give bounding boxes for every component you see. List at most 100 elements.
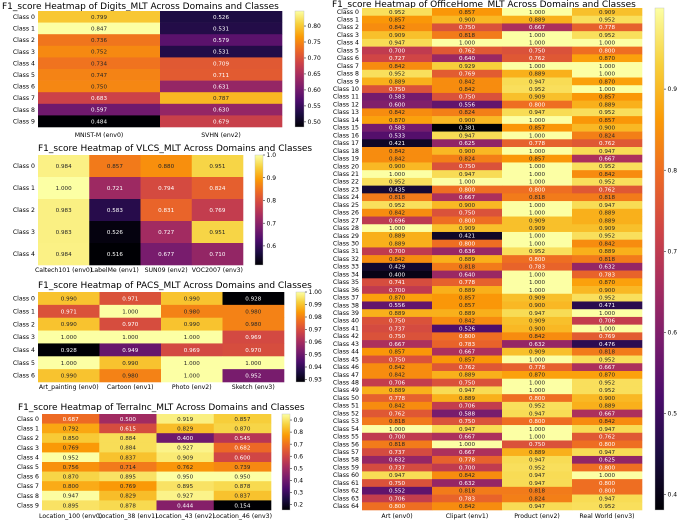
cell-value-label: 0.800 (459, 241, 475, 247)
cell-value-label: 0.927 (177, 494, 193, 500)
heatmap-cell (362, 409, 433, 418)
row-label: Class 6 (13, 373, 35, 380)
heatmap-cell (432, 355, 503, 364)
cell-value-label: 0.778 (529, 141, 545, 147)
heatmap-cell (362, 255, 433, 264)
heatmap-cell (362, 46, 433, 55)
row-label: Class 4 (337, 40, 359, 47)
cell-value-label: 0.980 (245, 309, 261, 315)
cell-value-label: 0.895 (177, 484, 193, 490)
cell-value-label: 0.762 (459, 365, 475, 371)
heatmap-cell (432, 8, 503, 17)
heatmap-cell (362, 69, 433, 78)
heatmap-cell (89, 221, 141, 244)
cell-value-label: 0.847 (91, 27, 107, 33)
heatmap-cell (362, 147, 433, 156)
cell-value-label: 0.800 (599, 48, 615, 54)
row-label: Class 0 (13, 296, 35, 303)
cell-value-label: 0.857 (459, 296, 475, 302)
cell-value-label: 1.000 (529, 172, 545, 178)
heatmap-cell (502, 23, 573, 32)
row-label: Class 42 (333, 333, 359, 340)
row-label: Class 17 (333, 140, 359, 147)
row-label: Class 5 (337, 47, 359, 54)
cell-value-label: 0.857 (599, 118, 615, 124)
cell-value-label: 0.679 (213, 119, 229, 125)
colorbar-tick-label: 0.94 (309, 364, 323, 371)
cell-value-label: 1.000 (184, 361, 200, 367)
cell-value-label: 0.952 (389, 180, 405, 186)
heatmap-cell (38, 80, 161, 93)
row-label: Class 3 (13, 229, 35, 236)
heatmap-cell (161, 317, 223, 331)
heatmap-cell (572, 409, 643, 418)
cell-value-label: 0.778 (459, 280, 475, 286)
cell-value-label: 0.818 (389, 442, 405, 448)
colorbar-tick-label: 0.6 (267, 243, 277, 250)
row-label: Class 15 (333, 125, 359, 132)
colorbar-tick-label: 0.3 (294, 489, 304, 496)
cell-value-label: 0.947 (459, 133, 475, 139)
cell-value-label: 0.842 (389, 25, 405, 31)
cell-value-label: 0.889 (389, 241, 405, 247)
heatmap-cell (572, 224, 643, 233)
row-label: Class 26 (333, 210, 359, 217)
cell-value-label: 0.952 (599, 380, 615, 386)
cell-value-label: 0.750 (529, 48, 545, 54)
cell-value-label: 0.983 (56, 230, 72, 236)
row-label: Class 64 (333, 503, 359, 510)
cell-value-label: 0.700 (459, 465, 475, 471)
row-label: Class 38 (333, 302, 359, 309)
heatmap-cell (362, 270, 433, 279)
row-label: Class 16 (333, 132, 359, 139)
cell-value-label: 0.884 (120, 446, 136, 452)
heatmap-cell (38, 103, 161, 116)
heatmap-cell (502, 309, 573, 318)
cell-value-label: 0.889 (599, 249, 615, 255)
heatmap-cell (502, 255, 573, 264)
cell-value-label: 0.909 (529, 350, 545, 356)
heatmap-cell (572, 38, 643, 47)
cell-value-label: 0.842 (389, 373, 405, 379)
cell-value-label: 0.971 (61, 309, 77, 315)
heatmap-cell (160, 11, 283, 23)
heatmap-cell (38, 11, 161, 23)
row-label: Class 2 (13, 207, 35, 214)
heatmap-cell (156, 471, 215, 482)
heatmap-cell (99, 343, 162, 357)
cell-value-label: 0.769 (209, 208, 225, 214)
heatmap-cell (362, 293, 433, 302)
cell-value-label: 0.842 (529, 334, 545, 340)
colorbar-tick-label: 0.5 (294, 465, 304, 472)
heatmap-cell (362, 154, 433, 163)
cell-value-label: 0.842 (389, 404, 405, 410)
cell-value-label: 0.750 (389, 481, 405, 487)
cell-value-label: 0.889 (599, 404, 615, 410)
cell-value-label: 0.667 (529, 25, 545, 31)
cell-value-label: 0.889 (389, 388, 405, 394)
cell-value-label: 0.952 (599, 357, 615, 363)
cell-value-label: 0.583 (389, 95, 405, 101)
heatmap-cell (502, 15, 573, 24)
column-label: Location_46 (env3) (213, 513, 272, 520)
heatmap-cell (502, 131, 573, 140)
cell-value-label: 0.928 (61, 348, 77, 354)
colorbar (294, 10, 305, 128)
heatmap-cell (432, 147, 503, 156)
chart-title: F1_score Heatmap of Digits_MLT Across Do… (2, 2, 279, 12)
row-label: Class 45 (333, 356, 359, 363)
cell-value-label: 0.878 (120, 503, 136, 509)
heatmap-cell (362, 31, 433, 40)
heatmap-cell (38, 330, 100, 344)
cell-value-label: 0.683 (91, 96, 107, 102)
heatmap-cell (572, 116, 643, 125)
cell-value-label: 0.706 (599, 319, 615, 325)
row-label: Class 9 (337, 78, 359, 85)
cell-value-label: 0.947 (529, 481, 545, 487)
heatmap-cell (432, 116, 503, 125)
heatmap-cell (572, 208, 643, 217)
cell-value-label: 0.829 (120, 494, 136, 500)
heatmap-cell (572, 46, 643, 55)
cell-value-label: 0.947 (459, 427, 475, 433)
cell-value-label: 0.909 (529, 95, 545, 101)
